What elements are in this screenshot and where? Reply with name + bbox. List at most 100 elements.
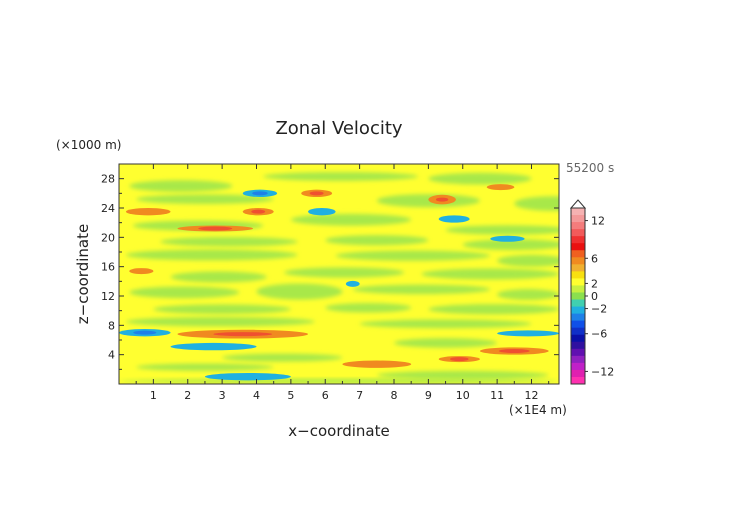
green-band xyxy=(445,225,559,235)
y-axis-ticks: 4 8 12 16 20 24 28 xyxy=(101,173,559,370)
y-axis-label: z−coordinate xyxy=(74,224,92,324)
colorbar-segment xyxy=(571,236,585,244)
velocity-core xyxy=(251,209,266,214)
colorbar-tick-label: 12 xyxy=(591,215,605,228)
velocity-feature xyxy=(345,280,360,287)
green-band xyxy=(125,316,315,327)
y-tick-label: 28 xyxy=(101,173,115,186)
velocity-core xyxy=(198,226,233,231)
y-tick-label: 12 xyxy=(101,290,115,303)
velocity-feature xyxy=(204,373,291,381)
velocity-core xyxy=(450,357,469,362)
velocity-core xyxy=(498,349,530,353)
green-band xyxy=(352,284,491,295)
colorbar-segment xyxy=(571,208,585,216)
x-tick-label: 1 xyxy=(150,389,157,402)
chart-title: Zonal Velocity xyxy=(275,118,402,139)
x-tick-label: 10 xyxy=(456,389,470,402)
green-band xyxy=(290,213,412,226)
colorbar-tick-label: 2 xyxy=(591,277,598,290)
velocity-core xyxy=(252,191,268,196)
colorbar-segment xyxy=(571,264,585,272)
green-band xyxy=(376,370,549,380)
x-tick-label: 6 xyxy=(322,389,329,402)
colorbar-segment xyxy=(571,229,585,237)
green-band xyxy=(125,249,298,261)
colorbar-segment xyxy=(571,250,585,258)
velocity-core xyxy=(133,330,157,335)
colorbar-segment xyxy=(571,271,585,279)
x-axis-label: x−coordinate xyxy=(288,422,389,440)
colorbar-segment xyxy=(571,369,585,378)
green-band xyxy=(359,319,532,329)
velocity-core xyxy=(213,332,273,337)
colorbar-tick-label: −6 xyxy=(591,328,607,341)
colorbar-segment xyxy=(571,376,585,385)
green-band xyxy=(325,302,412,313)
x-tick-label: 12 xyxy=(525,389,539,402)
velocity-feature xyxy=(497,330,559,337)
green-band xyxy=(153,304,291,314)
colorbar-segment xyxy=(571,355,585,364)
velocity-feature xyxy=(438,215,470,223)
green-band xyxy=(497,254,559,267)
green-band xyxy=(325,235,429,246)
colorbar-segment xyxy=(571,362,585,371)
y-tick-label: 4 xyxy=(108,349,115,362)
green-band xyxy=(170,271,267,283)
time-label: 55200 s xyxy=(566,161,614,175)
colorbar-tick-label: −12 xyxy=(591,365,614,378)
colorbar-segment xyxy=(571,327,585,336)
velocity-core xyxy=(435,197,449,202)
plot-frame xyxy=(118,163,560,385)
x-tick-label: 9 xyxy=(425,389,432,402)
velocity-feature xyxy=(170,342,257,351)
colorbar-segment xyxy=(571,243,585,251)
velocity-field xyxy=(119,164,559,384)
green-band xyxy=(129,286,240,299)
y-tick-label: 8 xyxy=(108,319,115,332)
velocity-feature xyxy=(342,360,412,368)
colorbar-tick-label: 0 xyxy=(591,290,598,303)
colorbar-tick-label: −2 xyxy=(591,303,607,316)
velocity-feature xyxy=(490,235,525,242)
x-tick-label: 4 xyxy=(253,389,260,402)
y-tick-label: 20 xyxy=(101,231,115,244)
green-band xyxy=(284,267,405,278)
colorbar-segment xyxy=(571,222,585,230)
y-tick-label: 24 xyxy=(101,202,115,215)
green-band xyxy=(263,172,419,181)
green-band xyxy=(514,196,559,211)
x-tick-label: 5 xyxy=(287,389,294,402)
y-axis-unit: (×1000 m) xyxy=(56,138,121,152)
colorbar-segment xyxy=(571,215,585,223)
green-band xyxy=(394,338,498,348)
colorbar: 12 6 20−2 −6 −12 xyxy=(569,199,614,385)
x-tick-label: 8 xyxy=(391,389,398,402)
colorbar-segment xyxy=(571,334,585,343)
green-band xyxy=(421,268,559,280)
green-band xyxy=(119,378,559,384)
colorbar-extend-arrow xyxy=(569,199,587,209)
x-tick-label: 2 xyxy=(184,389,191,402)
x-tick-label: 7 xyxy=(356,389,363,402)
colorbar-segment xyxy=(571,299,585,308)
green-band xyxy=(136,363,274,371)
colorbar-tick-label: 6 xyxy=(591,252,598,265)
green-band xyxy=(256,283,343,300)
green-band xyxy=(222,353,343,362)
x-tick-label: 11 xyxy=(490,389,504,402)
colorbar-segment xyxy=(571,292,585,301)
green-band xyxy=(428,304,559,315)
colorbar-segment xyxy=(571,278,585,286)
x-axis-ticks: 1 2 3 4 5 6 7 8 9 10 11 12 xyxy=(135,164,550,402)
green-band xyxy=(497,289,559,301)
colorbar-segment xyxy=(571,341,585,350)
green-band xyxy=(335,250,491,261)
green-band xyxy=(462,239,559,251)
x-tick-label: 3 xyxy=(219,389,226,402)
velocity-feature xyxy=(308,208,336,216)
velocity-feature xyxy=(129,268,154,275)
